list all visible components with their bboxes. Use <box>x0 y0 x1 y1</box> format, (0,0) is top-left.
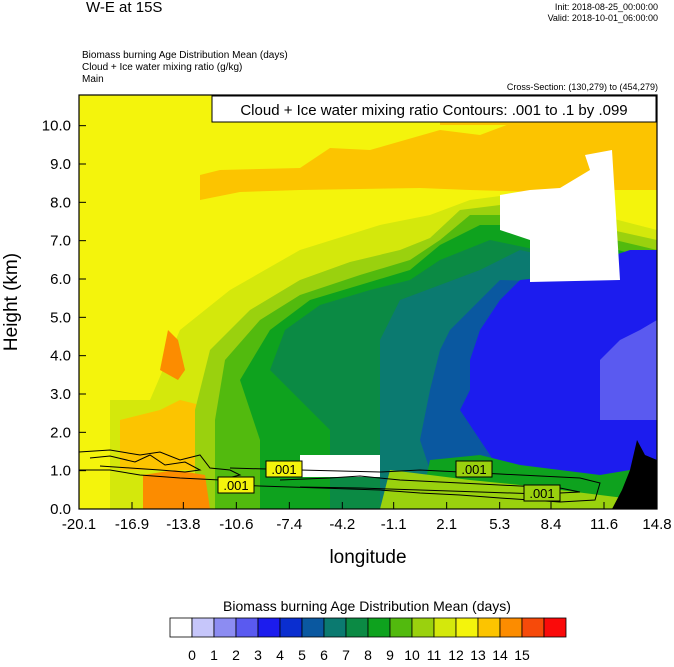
y-tick-label: 2.0 <box>50 424 71 441</box>
x-tick-label: -4.2 <box>329 516 355 533</box>
colorbar-swatch <box>389 617 413 638</box>
x-axis: -20.1 -16.9 -13.8 -10.6 -7.4 -4.2 -1.1 2.1 5.3 8.… <box>62 502 672 533</box>
y-axis: 0.0 1.0 2.0 3.0 4.0 5.0 6.0 7.0 8.0 9.0 10.0 <box>42 118 86 518</box>
contour-label-text-1: .001 <box>223 478 248 493</box>
y-tick-label: 5.0 <box>50 309 71 326</box>
colorbar-level-label: 7 <box>342 647 350 663</box>
age-field <box>79 95 657 509</box>
colorbar-swatch <box>345 617 369 638</box>
region-orange-low <box>143 470 210 509</box>
y-tick-label: 6.0 <box>50 271 71 288</box>
x-tick-label: -16.9 <box>115 516 149 533</box>
valid-time: Valid: 2018-10-01_06:00:00 <box>547 13 658 23</box>
colorbar-swatch <box>213 617 237 638</box>
colorbar-swatch <box>169 617 193 638</box>
x-tick-label: -13.8 <box>166 516 200 533</box>
x-tick-label: 11.6 <box>590 516 618 533</box>
x-tick-label: -7.4 <box>276 516 302 533</box>
contour-legend: Cloud + Ice water mixing ratio Contours:… <box>211 95 657 123</box>
init-time: Init: 2018-08-25_00:00:00 <box>554 2 658 12</box>
colorbar-level-label: 12 <box>448 647 464 663</box>
colorbar-swatch <box>411 617 435 638</box>
colorbar-swatch <box>323 617 347 638</box>
field-line-3: Main <box>82 74 104 85</box>
colorbar-level-label: 1 <box>210 647 218 663</box>
region-low-right-yellow <box>380 470 640 509</box>
colorbar-swatch <box>499 617 523 638</box>
colorbar-swatch <box>433 617 457 638</box>
y-tick-label: 3.0 <box>50 386 71 403</box>
colorbar-level-label: 10 <box>404 647 420 663</box>
colorbar-level-label: 3 <box>254 647 262 663</box>
plot-frame <box>78 94 658 510</box>
contour-label-text-4: .001 <box>529 486 554 501</box>
region-white-low <box>300 455 380 477</box>
field-line-2: Cloud + Ice water mixing ratio (g/kg) <box>82 62 243 73</box>
page-title: W-E at 15S <box>86 0 163 16</box>
y-tick-label: 9.0 <box>50 156 71 173</box>
colorbar-level-label: 2 <box>232 647 240 663</box>
colorbar-swatch <box>279 617 303 638</box>
y-tick-label: 4.0 <box>50 348 71 365</box>
colorbar-level-label: 14 <box>492 647 508 663</box>
colorbar-level-label: 11 <box>427 647 442 663</box>
contour-label-text-3: .001 <box>461 462 486 477</box>
x-tick-label: 8.4 <box>541 516 562 533</box>
x-tick-label: -20.1 <box>62 516 96 533</box>
contour-left <box>78 449 242 481</box>
field-line-1: Biomass burning Age Distribution Mean (d… <box>82 50 288 61</box>
colorbar-swatch <box>543 617 567 638</box>
y-tick-label: 10.0 <box>42 118 71 135</box>
region-4 <box>460 250 657 509</box>
region-3 <box>600 320 657 420</box>
y-tick-label: 0.0 <box>50 501 71 518</box>
contour-label-2: .001 <box>265 460 303 478</box>
cross-section-label: Cross-Section: (130,279) to (454,279) <box>506 82 658 92</box>
x-tick-label: 2.1 <box>436 516 457 533</box>
terrain-mask <box>612 440 657 509</box>
contour-label-4: .001 <box>523 484 561 502</box>
y-tick-label: 8.0 <box>50 194 71 211</box>
region-orange-mid <box>160 330 185 380</box>
contour-label-3: .001 <box>455 460 493 478</box>
x-axis-label: longitude <box>329 547 406 568</box>
x-tick-label: -10.6 <box>219 516 253 533</box>
colorbar-level-label: 8 <box>364 647 372 663</box>
x-tick-label: 5.3 <box>489 516 510 533</box>
colorbar-level-label: 15 <box>514 647 530 663</box>
contour-left-inner <box>89 454 202 473</box>
region-white <box>500 150 620 282</box>
contour-legend-text: Cloud + Ice water mixing ratio Contours:… <box>240 102 627 119</box>
region-gold-left <box>120 400 200 470</box>
colorbar-level-label: 13 <box>470 647 486 663</box>
y-axis-label: Height (km) <box>1 253 22 351</box>
contour-label-text-2: .001 <box>271 462 296 477</box>
x-tick-label: 14.8 <box>642 516 671 533</box>
contour-label-1: .001 <box>217 476 255 494</box>
colorbar-swatch <box>521 617 545 638</box>
colorbar-level-label: 0 <box>188 647 196 663</box>
y-tick-label: 7.0 <box>50 233 71 250</box>
y-tick-label: 1.0 <box>50 463 71 480</box>
colorbar-level-label: 6 <box>320 647 328 663</box>
colorbar-swatch <box>455 617 479 638</box>
colorbar-level-label: 5 <box>298 647 306 663</box>
colorbar-swatch <box>235 617 259 638</box>
colorbar-swatch <box>301 617 325 638</box>
contour-labels: .001 .001 .001 .001 <box>217 460 561 502</box>
colorbar-swatch <box>367 617 391 638</box>
colorbar-level-label: 4 <box>276 647 284 663</box>
colorbar-swatch <box>191 617 215 638</box>
colorbar-level-label: 9 <box>386 647 394 663</box>
colorbar-title: Biomass burning Age Distribution Mean (d… <box>223 598 511 614</box>
colorbar-swatch <box>257 617 281 638</box>
contour-middle <box>229 467 601 503</box>
colorbar: 0 1 2 3 4 5 6 7 8 9 10 11 12 13 14 15 <box>169 617 567 663</box>
colorbar-swatch <box>477 617 501 638</box>
x-tick-label: -1.1 <box>381 516 407 533</box>
